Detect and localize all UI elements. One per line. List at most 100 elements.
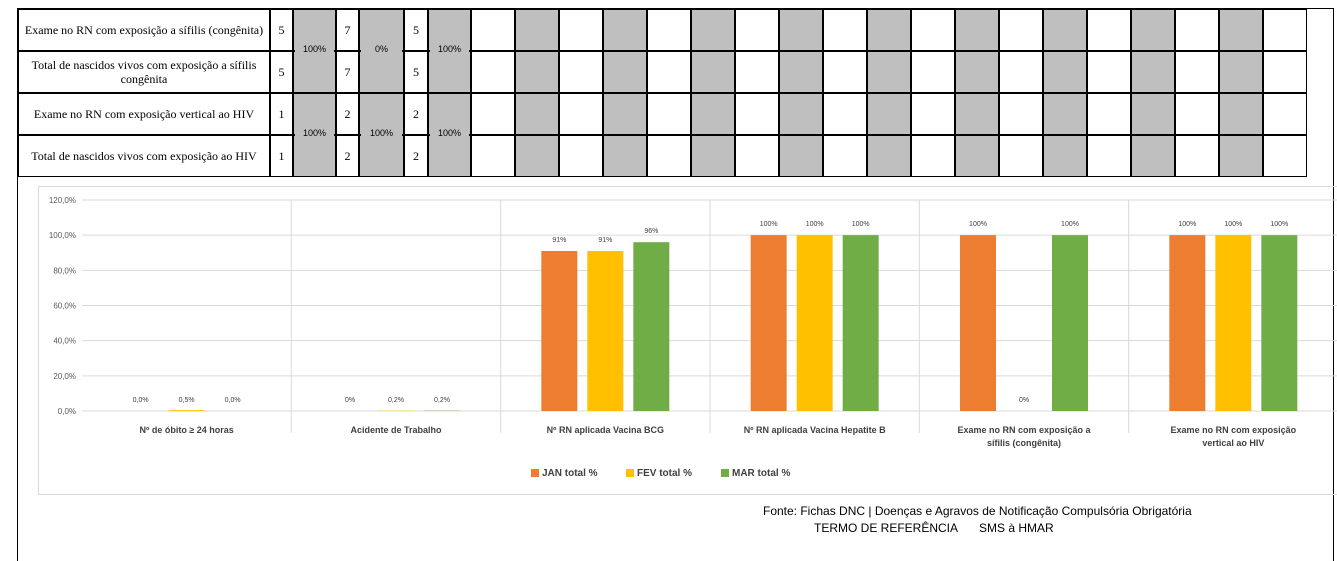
data-label: 91% <box>598 237 612 244</box>
empty-gray-cell <box>867 51 911 93</box>
empty-gray-cell <box>955 51 999 93</box>
empty-cell <box>735 9 779 51</box>
category-label: Nº RN aplicada Vacina Hepatite B <box>744 425 886 435</box>
empty-cell <box>647 51 691 93</box>
bar <box>1215 235 1252 411</box>
legend-swatch <box>626 469 634 477</box>
gap-cell <box>293 51 336 93</box>
empty-cell <box>1087 93 1131 135</box>
empty-gray-cell <box>779 9 823 51</box>
row-label: Exame no RN com exposição vertical ao HI… <box>18 93 270 135</box>
bar <box>1261 235 1298 411</box>
empty-gray-cell <box>515 51 559 93</box>
empty-cell <box>471 9 515 51</box>
category-label: sífilis (congênita) <box>987 438 1061 448</box>
category-label: Exame no RN com exposição a <box>957 425 1091 435</box>
bar-chart: 0,0% 20,0% 40,0% 60,0% 80,0% 100,0% 120,0% 0,0%… <box>38 186 1337 496</box>
bar <box>168 410 205 411</box>
empty-cell <box>647 9 691 51</box>
bar <box>541 250 578 411</box>
data-label: 0,0% <box>133 397 149 404</box>
empty-gray-cell <box>1219 9 1263 51</box>
empty-gray-cell <box>691 135 735 177</box>
data-label: 100% <box>1270 221 1288 228</box>
empty-cell <box>911 9 955 51</box>
y-tick-label: 120,0% <box>49 196 76 205</box>
term-reference: TERMO DE REFERÊNCIA <box>814 521 959 535</box>
legend-swatch <box>531 469 539 477</box>
percentage-label: 100% <box>361 128 402 138</box>
empty-gray-cell <box>779 135 823 177</box>
empty-gray-cell <box>1219 135 1263 177</box>
sms-hmar: SMS à HMAR <box>979 521 1054 535</box>
bar <box>633 242 670 411</box>
empty-gray-cell <box>1219 93 1263 135</box>
empty-cell <box>559 51 603 93</box>
empty-gray-cell <box>1219 51 1263 93</box>
y-tick-label: 100,0% <box>49 231 76 240</box>
empty-cell <box>823 93 867 135</box>
value-cell: 2 <box>404 93 428 135</box>
empty-cell <box>559 135 603 177</box>
data-label: 100% <box>760 221 778 228</box>
value-cell: 5 <box>270 51 293 93</box>
gap-cell <box>428 135 471 177</box>
value-cell: 2 <box>336 93 359 135</box>
category-label: Exame no RN com exposição <box>1171 425 1297 435</box>
empty-cell <box>911 93 955 135</box>
empty-cell <box>911 135 955 177</box>
data-label: 100% <box>1224 221 1242 228</box>
bar <box>1052 235 1088 411</box>
empty-cell <box>823 51 867 93</box>
legend-swatch <box>721 469 729 477</box>
empty-gray-cell <box>603 93 647 135</box>
percentage-label: 100% <box>430 128 469 138</box>
empty-gray-cell <box>1043 135 1087 177</box>
data-label: 100% <box>1178 221 1196 228</box>
category-label: vertical ao HIV <box>1202 438 1264 448</box>
y-tick-label: 60,0% <box>53 302 76 311</box>
chart-border <box>38 186 1337 495</box>
gap-cell <box>428 51 471 93</box>
y-tick-label: 0,0% <box>58 407 76 416</box>
empty-cell <box>1263 135 1307 177</box>
y-tick-label: 20,0% <box>53 372 76 381</box>
value-cell: 2 <box>336 135 359 177</box>
row-label: Exame no RN com exposição a sífilis (con… <box>18 9 270 51</box>
empty-gray-cell <box>955 93 999 135</box>
empty-gray-cell <box>779 93 823 135</box>
bar <box>842 235 879 411</box>
empty-cell <box>1263 93 1307 135</box>
empty-gray-cell <box>1043 9 1087 51</box>
empty-gray-cell <box>867 93 911 135</box>
value-cell: 2 <box>404 135 428 177</box>
value-cell: 5 <box>404 9 428 51</box>
source-note: Fonte: Fichas DNC | Doenças e Agravos de… <box>763 504 1192 518</box>
data-label: 100% <box>852 221 870 228</box>
empty-cell <box>1175 9 1219 51</box>
empty-cell <box>471 51 515 93</box>
y-tick-label: 80,0% <box>53 266 76 275</box>
bar <box>796 235 833 411</box>
empty-cell <box>735 93 779 135</box>
empty-gray-cell <box>1131 51 1175 93</box>
category-label: Nº RN aplicada Vacina BCG <box>547 425 664 435</box>
empty-cell <box>647 93 691 135</box>
row-label: Total de nascidos vivos com exposição a … <box>18 51 270 93</box>
empty-gray-cell <box>867 135 911 177</box>
empty-gray-cell <box>1131 9 1175 51</box>
empty-gray-cell <box>603 51 647 93</box>
legend-label: MAR total % <box>732 468 790 479</box>
percentage-label: 100% <box>430 44 469 54</box>
data-label: 96% <box>644 228 658 235</box>
legend-label: FEV total % <box>637 468 692 479</box>
empty-gray-cell <box>1131 135 1175 177</box>
category-label: Nº de óbito ≥ 24 horas <box>140 425 234 435</box>
data-label: 0,2% <box>388 397 404 404</box>
percentage-label: 100% <box>295 128 334 138</box>
empty-cell <box>735 135 779 177</box>
empty-gray-cell <box>515 93 559 135</box>
empty-gray-cell <box>691 93 735 135</box>
empty-cell <box>559 9 603 51</box>
empty-cell <box>823 9 867 51</box>
